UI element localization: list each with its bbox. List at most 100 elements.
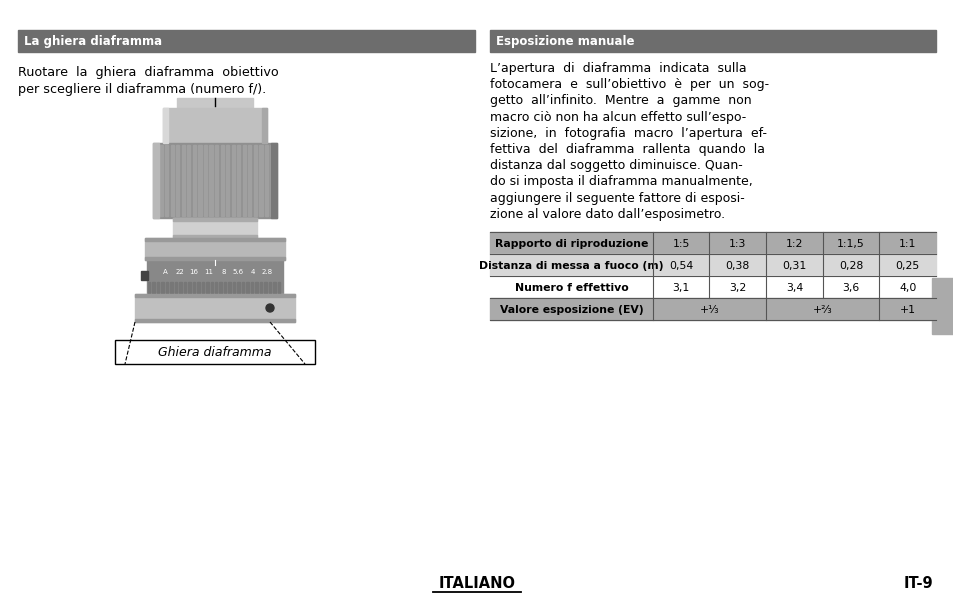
- Bar: [172, 218, 256, 238]
- Text: fettiva  del  diaframma  rallenta  quando  la: fettiva del diaframma rallenta quando la: [490, 143, 764, 156]
- Text: 1:3: 1:3: [728, 239, 745, 249]
- Bar: [148, 282, 151, 294]
- Text: La ghiera diaframma: La ghiera diaframma: [24, 35, 162, 48]
- Bar: [193, 282, 195, 294]
- Bar: [251, 282, 253, 294]
- Bar: [197, 282, 199, 294]
- Bar: [174, 282, 177, 294]
- Bar: [18, 30, 475, 52]
- Bar: [255, 282, 257, 294]
- Bar: [145, 238, 285, 241]
- Text: 3,6: 3,6: [841, 283, 859, 293]
- Text: 0,25: 0,25: [895, 261, 919, 271]
- Bar: [262, 108, 267, 143]
- Text: ITALIANO: ITALIANO: [438, 576, 515, 591]
- Text: Valore esposizione (EV): Valore esposizione (EV): [499, 305, 642, 315]
- Bar: [273, 282, 275, 294]
- Bar: [145, 257, 285, 260]
- Bar: [141, 271, 148, 280]
- Bar: [270, 145, 274, 216]
- Text: Numero f effettivo: Numero f effettivo: [514, 283, 628, 293]
- Bar: [214, 145, 218, 216]
- Text: aggiungere il seguente fattore di esposi-: aggiungere il seguente fattore di esposi…: [490, 191, 744, 205]
- Bar: [232, 145, 234, 216]
- Bar: [265, 145, 268, 216]
- Bar: [490, 276, 935, 298]
- Bar: [490, 232, 935, 254]
- Circle shape: [266, 304, 274, 312]
- Bar: [135, 319, 294, 322]
- Text: A: A: [162, 269, 167, 275]
- Bar: [172, 235, 256, 238]
- Text: 1:1: 1:1: [898, 239, 916, 249]
- Text: 1:2: 1:2: [785, 239, 802, 249]
- Bar: [135, 294, 294, 297]
- Bar: [269, 282, 271, 294]
- Bar: [237, 282, 239, 294]
- Bar: [242, 145, 246, 216]
- Text: Rapporto di riproduzione: Rapporto di riproduzione: [495, 239, 647, 249]
- Bar: [176, 145, 179, 216]
- Text: macro ciò non ha alcun effetto sull’espo-: macro ciò non ha alcun effetto sull’espo…: [490, 111, 745, 124]
- Text: Ghiera diaframma: Ghiera diaframma: [158, 347, 272, 359]
- Text: 2.8: 2.8: [261, 269, 273, 275]
- Bar: [219, 282, 222, 294]
- Bar: [210, 145, 213, 216]
- Text: zione al valore dato dall’esposimetro.: zione al valore dato dall’esposimetro.: [490, 208, 724, 221]
- Text: do si imposta il diaframma manualmente,: do si imposta il diaframma manualmente,: [490, 175, 752, 188]
- Bar: [166, 282, 168, 294]
- Bar: [214, 282, 217, 294]
- Bar: [206, 282, 209, 294]
- Bar: [152, 282, 154, 294]
- Text: 5.6: 5.6: [232, 269, 243, 275]
- Bar: [259, 145, 262, 216]
- Bar: [159, 145, 163, 216]
- Text: 3,4: 3,4: [785, 283, 802, 293]
- Bar: [161, 282, 164, 294]
- Bar: [193, 145, 195, 216]
- Bar: [179, 282, 182, 294]
- Text: 0,54: 0,54: [668, 261, 693, 271]
- Bar: [271, 143, 276, 218]
- Text: getto  all’infinito.  Mentre  a  gamme  non: getto all’infinito. Mentre a gamme non: [490, 94, 751, 108]
- Bar: [277, 282, 280, 294]
- Text: +1: +1: [899, 305, 915, 315]
- Bar: [246, 282, 249, 294]
- Bar: [233, 282, 235, 294]
- Bar: [163, 108, 267, 143]
- Bar: [253, 145, 256, 216]
- Bar: [248, 145, 252, 216]
- Bar: [241, 282, 244, 294]
- Bar: [157, 282, 159, 294]
- Bar: [490, 254, 935, 276]
- Bar: [171, 282, 172, 294]
- Bar: [490, 298, 935, 320]
- Text: Esposizione manuale: Esposizione manuale: [496, 35, 634, 48]
- Bar: [228, 282, 231, 294]
- Bar: [147, 260, 283, 294]
- Text: fotocamera  e  sull’obiettivo  è  per  un  sog-: fotocamera e sull’obiettivo è per un sog…: [490, 78, 768, 91]
- Text: 4: 4: [250, 269, 254, 275]
- Text: 1:1,5: 1:1,5: [837, 239, 864, 249]
- Text: 1:5: 1:5: [672, 239, 689, 249]
- Text: 8: 8: [221, 269, 225, 275]
- Bar: [198, 145, 201, 216]
- Bar: [188, 282, 191, 294]
- Text: distanza dal soggetto diminuisce. Quan-: distanza dal soggetto diminuisce. Quan-: [490, 159, 742, 172]
- Bar: [165, 145, 168, 216]
- Bar: [187, 145, 191, 216]
- Bar: [220, 145, 224, 216]
- Bar: [171, 145, 173, 216]
- Text: IT-9: IT-9: [902, 576, 932, 591]
- Text: sizione,  in  fotografia  macro  l’apertura  ef-: sizione, in fotografia macro l’apertura …: [490, 127, 766, 140]
- Bar: [135, 294, 294, 322]
- Bar: [177, 98, 253, 108]
- Bar: [490, 30, 935, 52]
- Bar: [224, 282, 226, 294]
- Bar: [237, 145, 240, 216]
- Bar: [931, 278, 953, 334]
- Text: 4,0: 4,0: [898, 283, 916, 293]
- Text: +²⁄₃: +²⁄₃: [812, 305, 832, 315]
- Bar: [259, 282, 262, 294]
- Text: 22: 22: [175, 269, 184, 275]
